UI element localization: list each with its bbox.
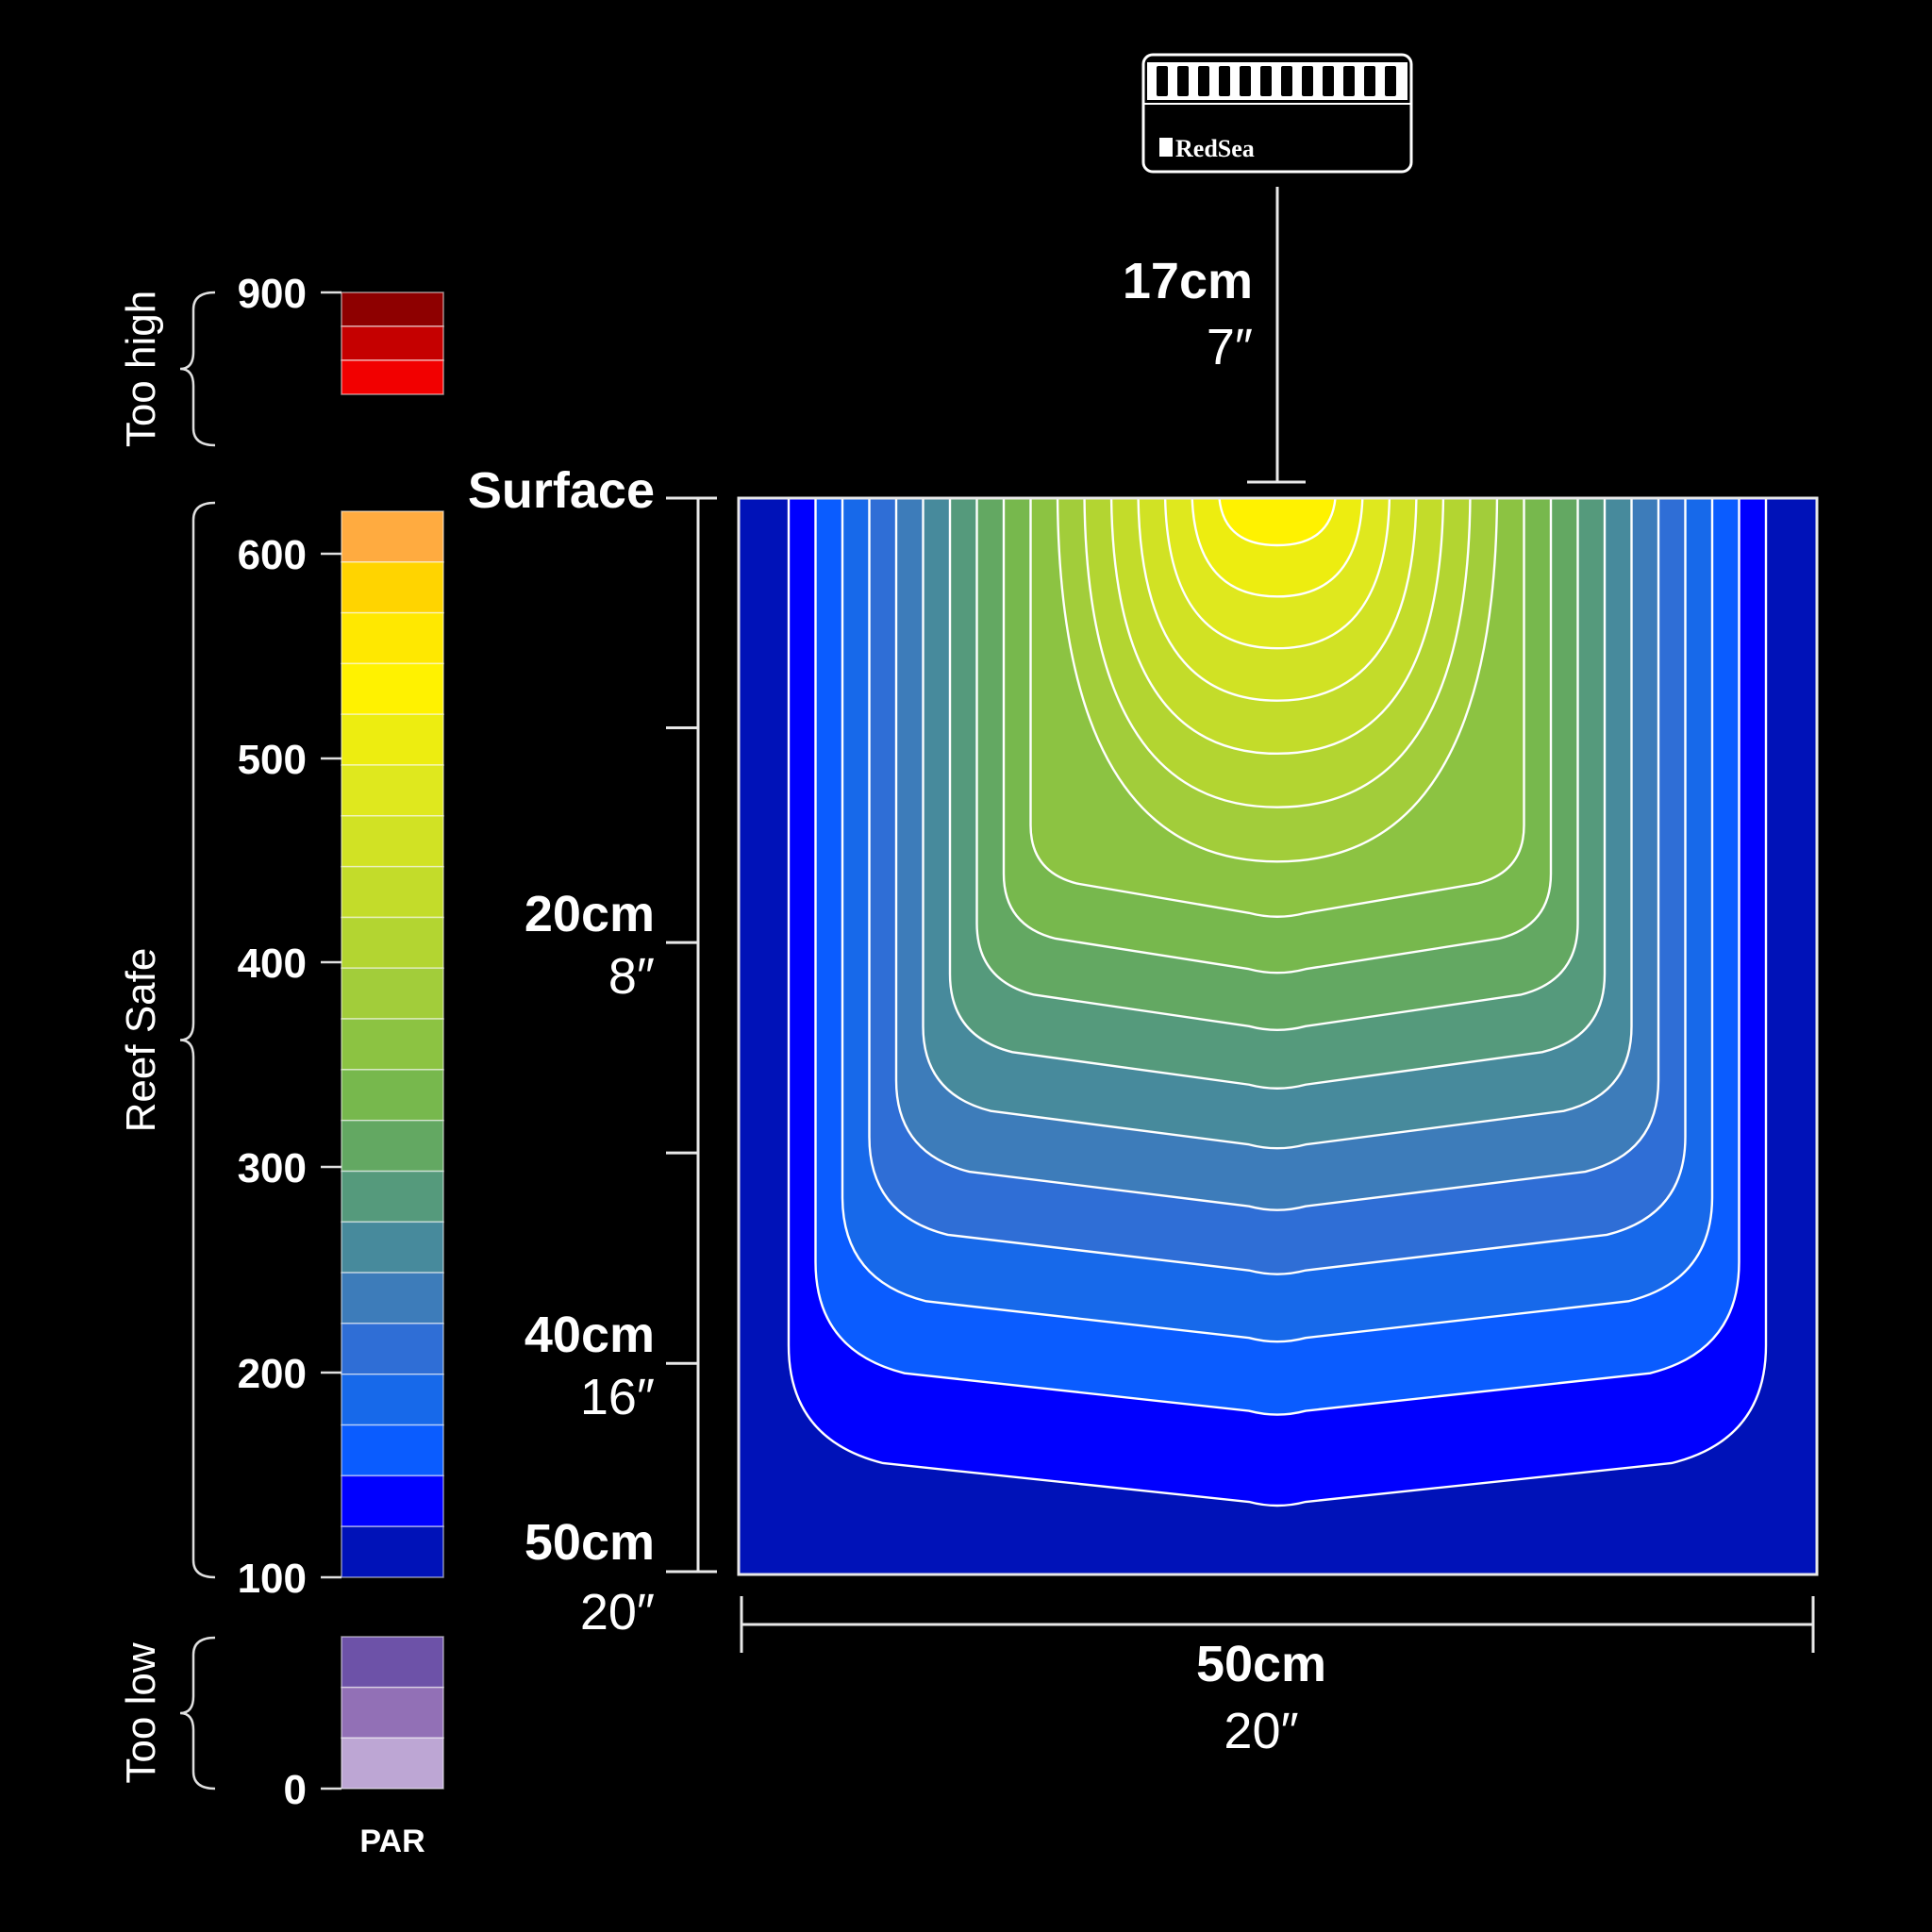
legend-band	[341, 359, 444, 395]
legend-tick-label: 300	[238, 1145, 307, 1191]
legend-tick-label: 200	[238, 1351, 307, 1397]
contour-level	[1218, 498, 1337, 547]
legend-tick-label: 400	[238, 941, 307, 987]
category-brace	[179, 501, 216, 1579]
legend-band	[341, 1737, 444, 1790]
legend-band	[341, 1636, 444, 1689]
height-cm-label: 17cm	[1123, 253, 1253, 309]
legend-band	[341, 325, 444, 361]
legend-tick-label: 100	[238, 1556, 307, 1602]
led-fixture-icon	[1141, 53, 1413, 174]
fixture-brand-logo: RedSea	[1175, 135, 1255, 162]
light-fixture: RedSea 17cm 7″	[1123, 53, 1413, 484]
legend-band	[341, 1069, 444, 1122]
legend-band	[341, 815, 444, 868]
legend-band	[341, 1686, 444, 1740]
par-contour-map	[737, 496, 1819, 1576]
depth-axis: Surface 20cm 8″ 40cm 16″ 50cm 20″	[468, 462, 717, 1641]
legend-band	[341, 1170, 444, 1224]
depth-tick-label-cm: 40cm	[525, 1307, 655, 1363]
legend-categories: Too high Reef Safe Too low	[118, 291, 216, 1790]
width-cm-label: 50cm	[1196, 1636, 1326, 1692]
surface-label: Surface	[468, 462, 655, 519]
legend-band	[341, 1018, 444, 1071]
par-legend: 900 600 500 400 300 200 100 0 PAR	[238, 271, 444, 1859]
tank-border	[737, 496, 1819, 1576]
depth-tick-label-cm: 50cm	[525, 1514, 655, 1571]
legend-band	[341, 1474, 444, 1527]
depth-tick-label-in: 20″	[580, 1584, 655, 1641]
legend-title: PAR	[359, 1824, 425, 1859]
category-label: Too high	[118, 291, 164, 447]
legend-tick-label: 500	[238, 737, 307, 783]
category-label: Reef Safe	[118, 948, 164, 1133]
legend-band	[341, 713, 444, 766]
legend-band	[341, 1221, 444, 1274]
legend-band	[341, 1272, 444, 1324]
depth-tick-label-in: 8″	[608, 948, 655, 1005]
legend-band	[341, 1323, 444, 1375]
height-in-label: 7″	[1207, 319, 1253, 375]
depth-tick-label-cm: 20cm	[525, 886, 655, 942]
legend-tick-label: 0	[284, 1767, 307, 1813]
width-axis: 50cm 20″	[740, 1596, 1815, 1759]
legend-band	[341, 1119, 444, 1173]
legend-band	[341, 611, 444, 665]
legend-tick-label: 600	[238, 532, 307, 578]
legend-band	[341, 1525, 444, 1578]
contour-layers	[787, 498, 1768, 1507]
legend-band	[341, 291, 444, 327]
legend-tick-label: 900	[238, 271, 307, 317]
legend-band	[341, 764, 444, 817]
category-brace	[179, 1636, 216, 1790]
legend-band	[341, 967, 444, 1020]
legend-band	[341, 916, 444, 970]
legend-band	[341, 1374, 444, 1426]
legend-band	[341, 865, 444, 919]
legend-band	[341, 561, 444, 614]
category-brace	[179, 291, 216, 447]
depth-tick-label-in: 16″	[580, 1369, 655, 1425]
category-label: Too low	[118, 1642, 164, 1783]
width-in-label: 20″	[1224, 1703, 1298, 1759]
legend-band	[341, 1424, 444, 1477]
legend-band	[341, 510, 444, 563]
legend-band	[341, 662, 444, 715]
